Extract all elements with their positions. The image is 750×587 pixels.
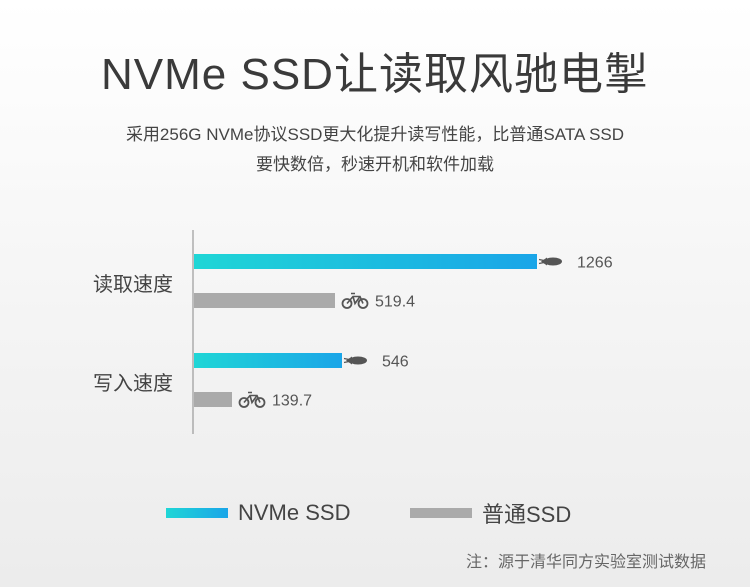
legend-swatch-normal	[410, 508, 472, 518]
bicycle-icon	[238, 391, 266, 408]
subtitle-line-2: 要快数倍，秒速开机和软件加载	[256, 155, 494, 174]
bicycle-icon	[341, 292, 369, 309]
legend-label-nvme: NVMe SSD	[238, 500, 351, 525]
legend-item-normal: 普通SSD	[410, 500, 572, 527]
value-label-nvme-0: 1266	[577, 255, 613, 272]
subtitle-line-1: 采用256G NVMe协议SSD更大化提升读写性能，比普通SATA SSD	[125, 125, 625, 144]
category-label-0: 读取速度	[93, 273, 173, 296]
legend-swatch-nvme	[166, 508, 228, 518]
bar-nvme-0	[194, 254, 537, 269]
page-title: NVMe SSD让读取风驰电掣	[101, 50, 649, 99]
value-label-nvme-1: 546	[382, 354, 409, 371]
legend-label-normal: 普通SSD	[482, 502, 572, 527]
rocket-icon	[538, 257, 562, 266]
value-label-normal-1: 139.7	[272, 393, 312, 410]
bar-nvme-1	[194, 353, 342, 368]
bar-normal-0	[194, 293, 335, 308]
category-label-1: 写入速度	[93, 372, 173, 395]
source-note: 注：源于清华同方实验室测试数据	[465, 554, 706, 571]
bar-normal-1	[194, 392, 232, 407]
legend-item-nvme: NVMe SSD	[166, 500, 350, 526]
value-label-normal-0: 519.4	[375, 294, 415, 311]
bar-chart: 读取速度 1266 519.4 写入速度 546 139.7	[93, 230, 613, 434]
rocket-icon	[343, 356, 367, 365]
